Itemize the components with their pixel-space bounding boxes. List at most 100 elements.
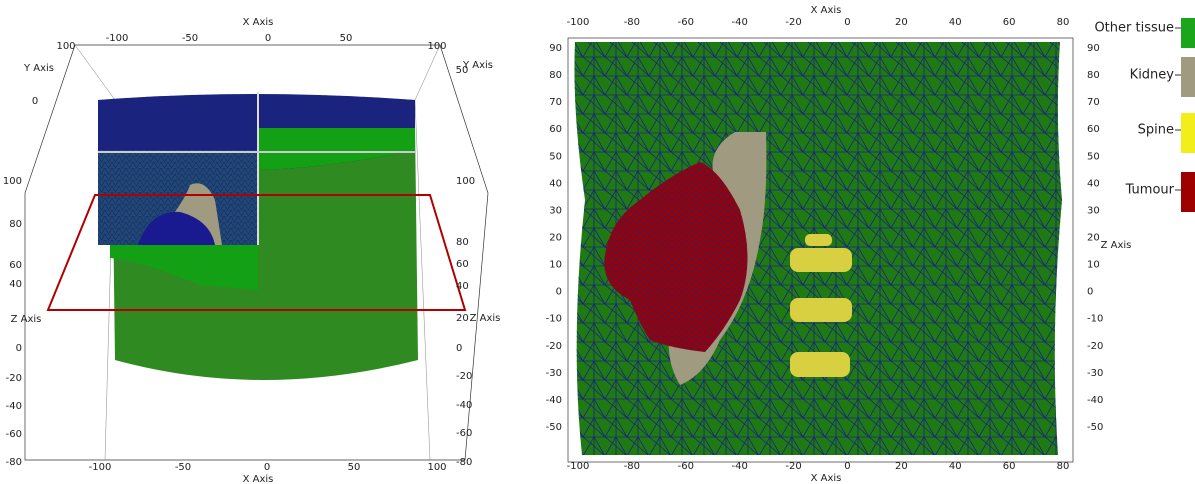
axis-label: Y Axis: [462, 60, 493, 71]
spine-slice: [790, 298, 852, 322]
tick-label: 40: [949, 461, 962, 472]
axis-label: Z Axis: [11, 314, 42, 325]
tick-label: -30: [1087, 368, 1103, 379]
legend-swatch: [1181, 172, 1195, 212]
tick-label: 0: [556, 287, 562, 298]
tick-label: 10: [1087, 260, 1100, 271]
tick-label: -20: [456, 371, 472, 382]
spine-slice: [790, 248, 852, 272]
tick-label: 30: [549, 205, 562, 216]
plot-frame: [567, 37, 1074, 463]
tick-label: -40: [456, 400, 472, 411]
tick-label: -60: [6, 429, 22, 440]
tick-label: 50: [549, 151, 562, 162]
left-view: [24, 44, 489, 461]
tick-label: 40: [549, 178, 562, 189]
tick-label: -40: [731, 17, 747, 28]
tick-label: 70: [1087, 97, 1100, 108]
tick-label: -80: [624, 17, 640, 28]
tick-label: -50: [1087, 422, 1103, 433]
tick-label: -20: [785, 17, 801, 28]
tick-label: 80: [549, 70, 562, 81]
tick-label: -40: [1087, 395, 1103, 406]
cut-floor: [110, 245, 258, 290]
tick-label: 60: [9, 260, 22, 271]
tick-label: -80: [624, 461, 640, 472]
axis-label: X Axis: [811, 473, 842, 484]
axis-label: Y Axis: [23, 63, 54, 74]
tick-label: -20: [546, 341, 562, 352]
axis-label: Z Axis: [470, 313, 501, 324]
axis-label: X Axis: [811, 5, 842, 16]
tick-label: -50: [182, 33, 198, 44]
slice-plane: [46, 194, 467, 311]
tick-label: -60: [678, 461, 694, 472]
spine-slice: [805, 234, 832, 246]
spine-slice: [790, 352, 850, 377]
legend-label: Other tissue: [1094, 21, 1174, 36]
tick-label: -60: [456, 428, 472, 439]
tick-label: 0: [32, 96, 38, 107]
tick-label: 40: [9, 279, 22, 290]
tick-label: 60: [1003, 17, 1016, 28]
right-view: [567, 37, 1074, 463]
tick-label: -40: [731, 461, 747, 472]
tick-label: 0: [844, 461, 850, 472]
tick-label: -80: [6, 457, 22, 468]
tick-label: -20: [1087, 341, 1103, 352]
tick-label: 20: [1087, 233, 1100, 244]
tick-label: 50: [340, 33, 353, 44]
legend-swatch: [1181, 18, 1195, 48]
tick-label: -20: [785, 461, 801, 472]
tick-label: 20: [456, 313, 469, 324]
tick-label: -40: [6, 401, 22, 412]
tick-label: -10: [546, 314, 562, 325]
tick-label: 40: [456, 281, 469, 292]
tick-label: 60: [1003, 461, 1016, 472]
tick-label: 100: [56, 41, 75, 52]
tick-label: -60: [678, 17, 694, 28]
legend-label: Kidney: [1130, 68, 1175, 83]
tick-label: 100: [427, 41, 446, 52]
tick-label: 80: [9, 219, 22, 230]
tick-label: -100: [106, 33, 129, 44]
axis-label: Z Axis: [1101, 240, 1132, 251]
tick-label: 0: [844, 17, 850, 28]
tick-label: 60: [549, 124, 562, 135]
tick-label: 80: [1057, 17, 1070, 28]
tick-label: -50: [175, 462, 191, 473]
tick-label: 60: [1087, 124, 1100, 135]
axis-label: X Axis: [243, 474, 274, 484]
tick-label: -80: [456, 457, 472, 468]
tick-label: -20: [6, 373, 22, 384]
tick-label: 90: [549, 43, 562, 54]
tick-label: -40: [546, 395, 562, 406]
tick-label: 0: [264, 462, 270, 473]
tick-label: 100: [456, 176, 475, 187]
tick-label: 90: [1087, 43, 1100, 54]
tick-label: -100: [89, 462, 112, 473]
tick-label: 70: [549, 97, 562, 108]
tick-label: 40: [1087, 178, 1100, 189]
tick-label: -10: [1087, 314, 1103, 325]
legend-swatch: [1181, 57, 1195, 97]
tick-label: 30: [1087, 205, 1100, 216]
tick-label: 0: [16, 343, 22, 354]
tumour-3d-top: [138, 211, 215, 245]
legend-swatch: [1181, 113, 1195, 153]
tick-label: 100: [427, 462, 446, 473]
axis-label: X Axis: [243, 17, 274, 28]
tick-label: 50: [456, 65, 469, 76]
tumour-mesh: [604, 162, 748, 352]
tick-label: 50: [1087, 151, 1100, 162]
tick-label: -50: [546, 422, 562, 433]
cut-face: [258, 128, 415, 170]
tick-label: 80: [1057, 461, 1070, 472]
tick-label: 50: [348, 462, 361, 473]
tick-label: 80: [1087, 70, 1100, 81]
tick-label: 60: [456, 259, 469, 270]
tick-label: -30: [546, 368, 562, 379]
